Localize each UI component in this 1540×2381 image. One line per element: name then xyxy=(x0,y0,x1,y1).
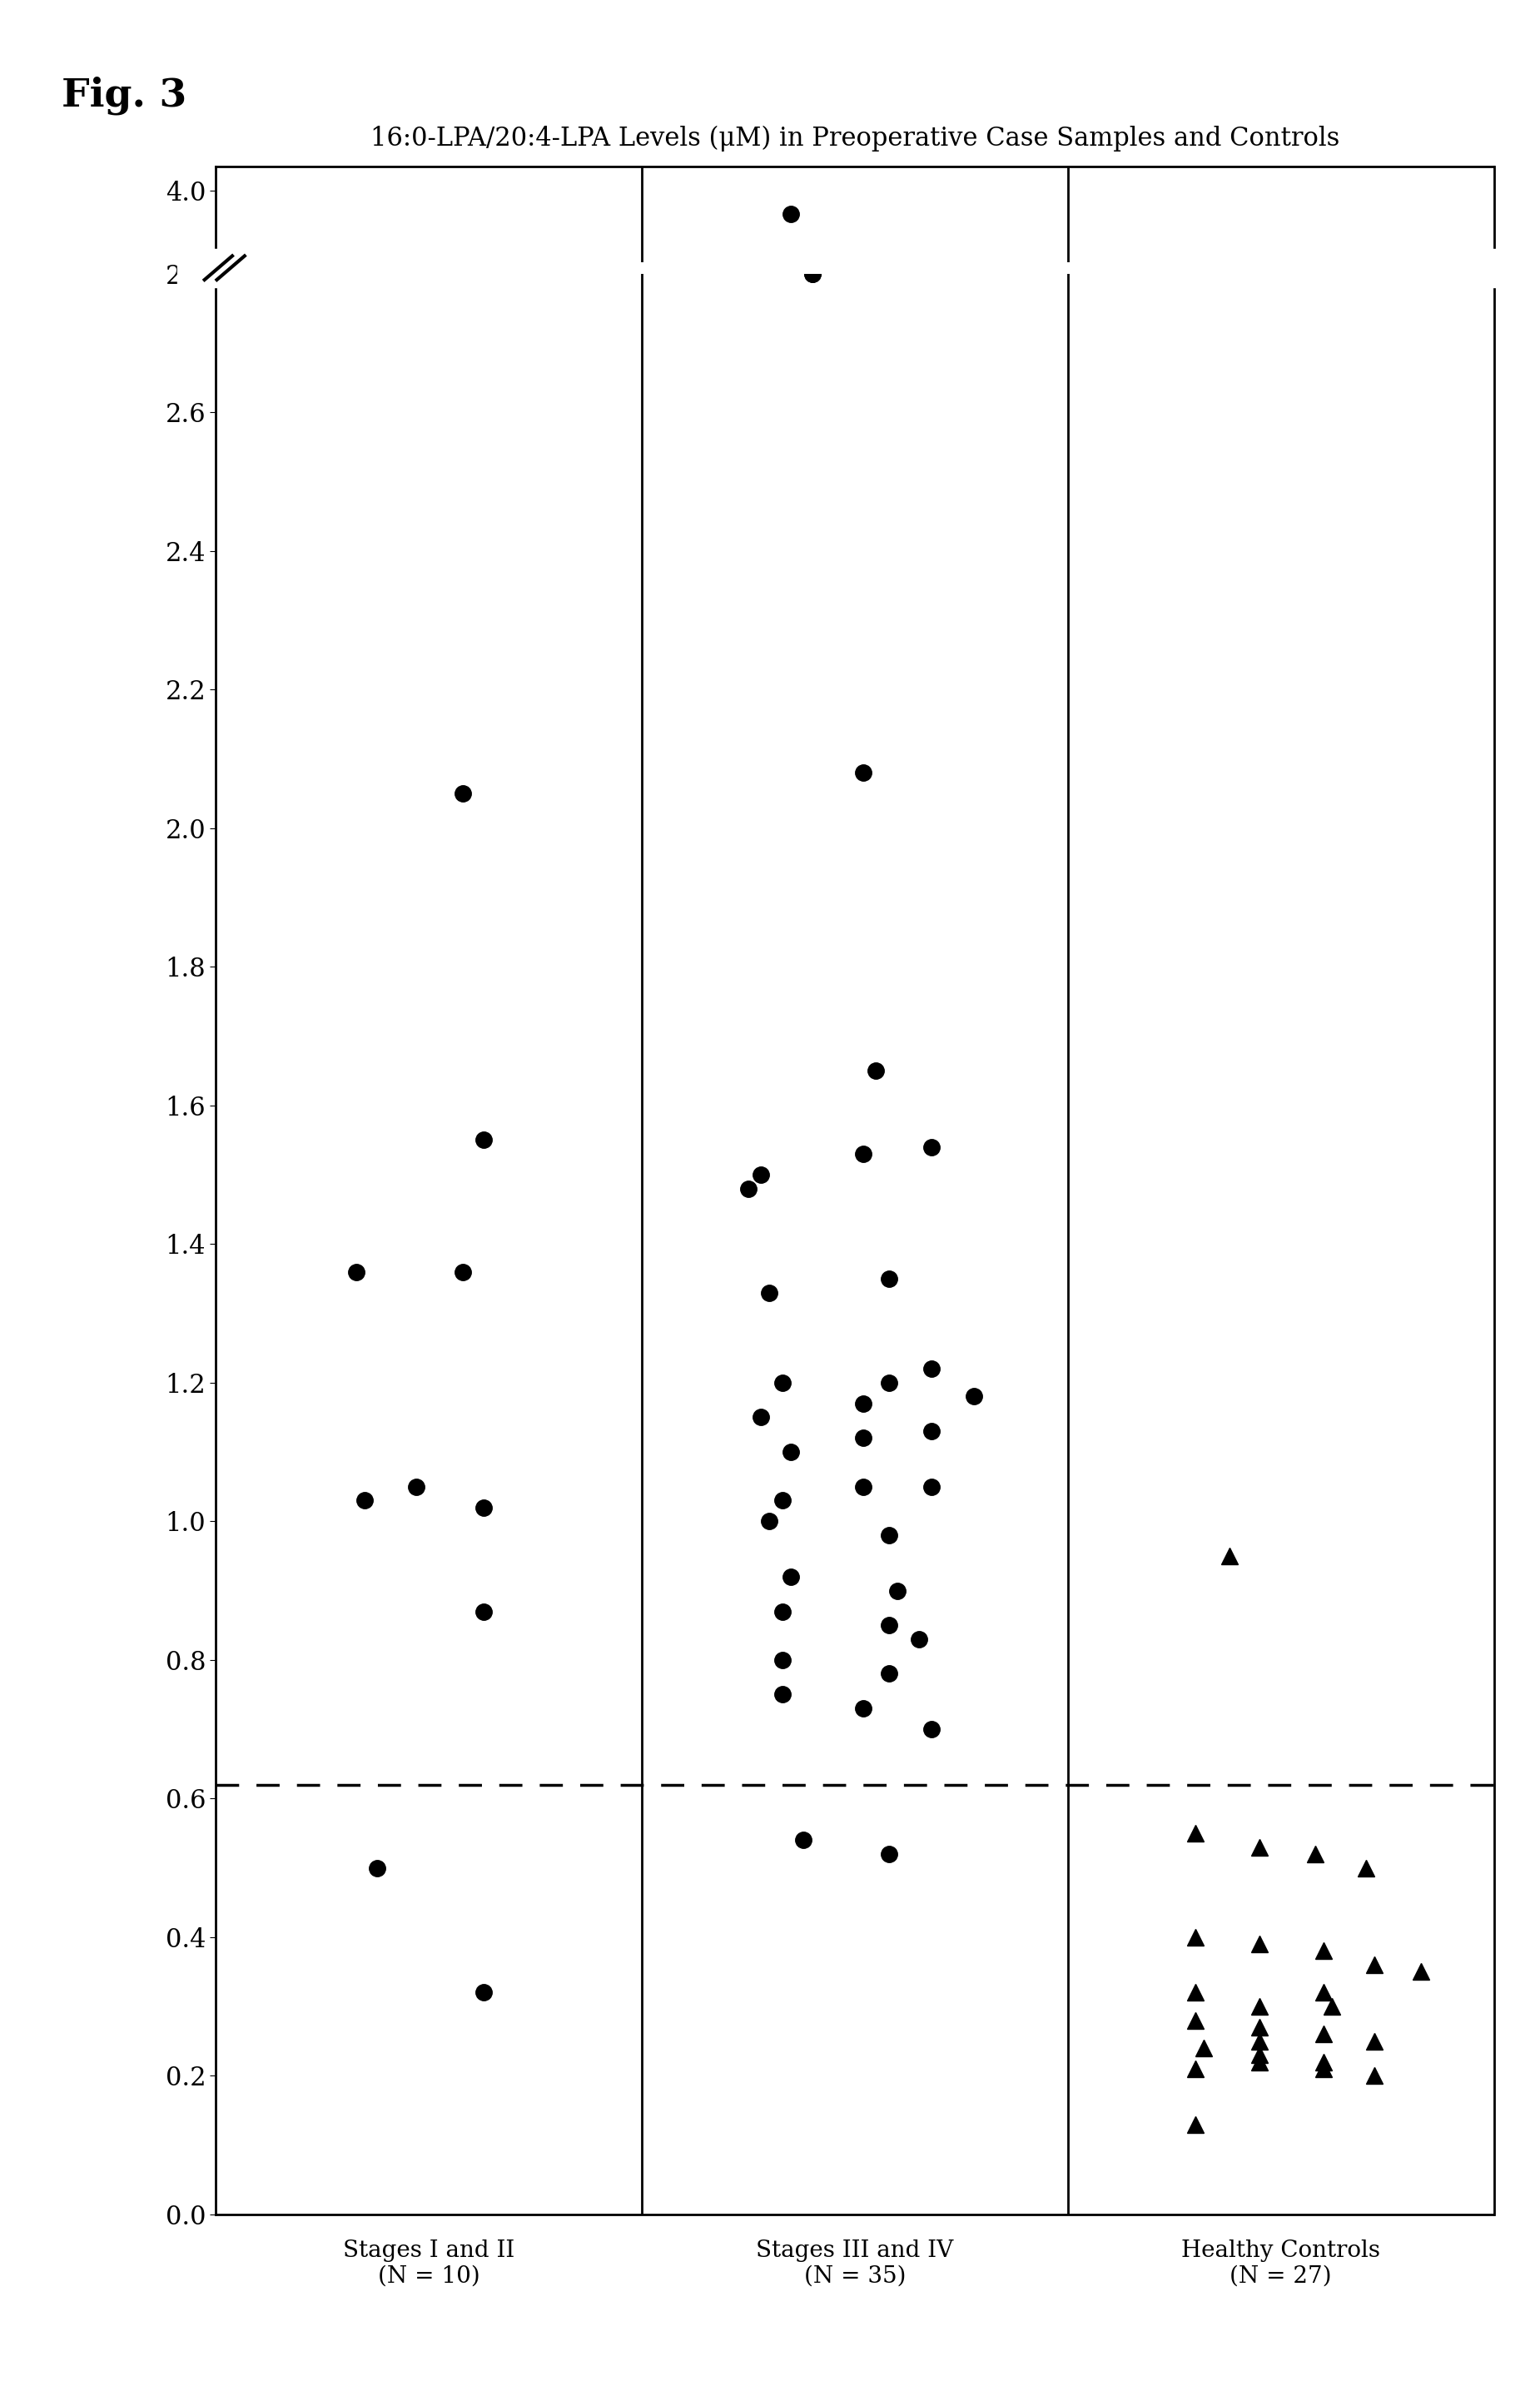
Title: 16:0-LPA/20:4-LPA Levels (μM) in Preoperative Case Samples and Controls: 16:0-LPA/20:4-LPA Levels (μM) in Preoper… xyxy=(370,126,1340,152)
Text: Fig. 3: Fig. 3 xyxy=(62,76,186,114)
